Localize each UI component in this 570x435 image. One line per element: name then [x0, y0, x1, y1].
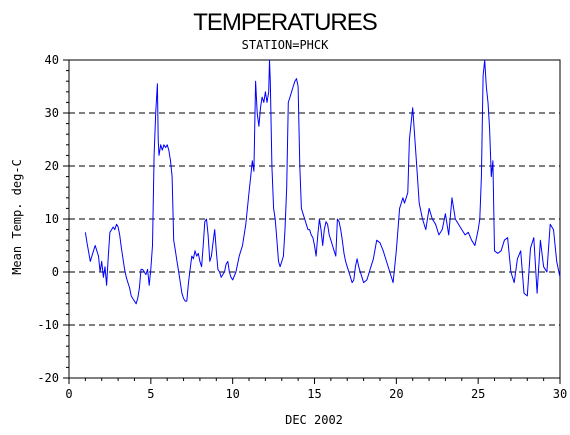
grid-layer [69, 59, 560, 379]
x-tick-label-5: 25 [471, 387, 485, 401]
y-axis-label: Mean Temp. deg-C [10, 159, 24, 275]
chart-title: TEMPERATURES [193, 9, 377, 36]
y-tick-label-2: 20 [45, 159, 59, 173]
x-tick-label-2: 10 [225, 387, 239, 401]
x-tick-label-4: 20 [389, 387, 403, 401]
y-tick-label-1: 30 [45, 106, 59, 120]
y-tick-label-6: -20 [37, 371, 59, 385]
ticks-layer: 40 30 20 10 0 -10 -20 0 5 10 15 20 25 30 [37, 53, 567, 401]
y-tick-label-0: 40 [45, 53, 59, 67]
series-layer [84, 59, 561, 305]
x-tick-label-3: 15 [307, 387, 321, 401]
x-tick-label-1: 5 [147, 387, 154, 401]
y-tick-label-5: -10 [37, 318, 59, 332]
x-tick-label-0: 0 [65, 387, 72, 401]
y-tick-label-3: 10 [45, 212, 59, 226]
x-tick-label-6: 30 [553, 387, 567, 401]
chart-subtitle: STATION=PHCK [242, 38, 329, 52]
y-tick-label-4: 0 [52, 265, 59, 279]
x-axis-label: DEC 2002 [285, 413, 343, 427]
series-line-0 [84, 59, 561, 305]
